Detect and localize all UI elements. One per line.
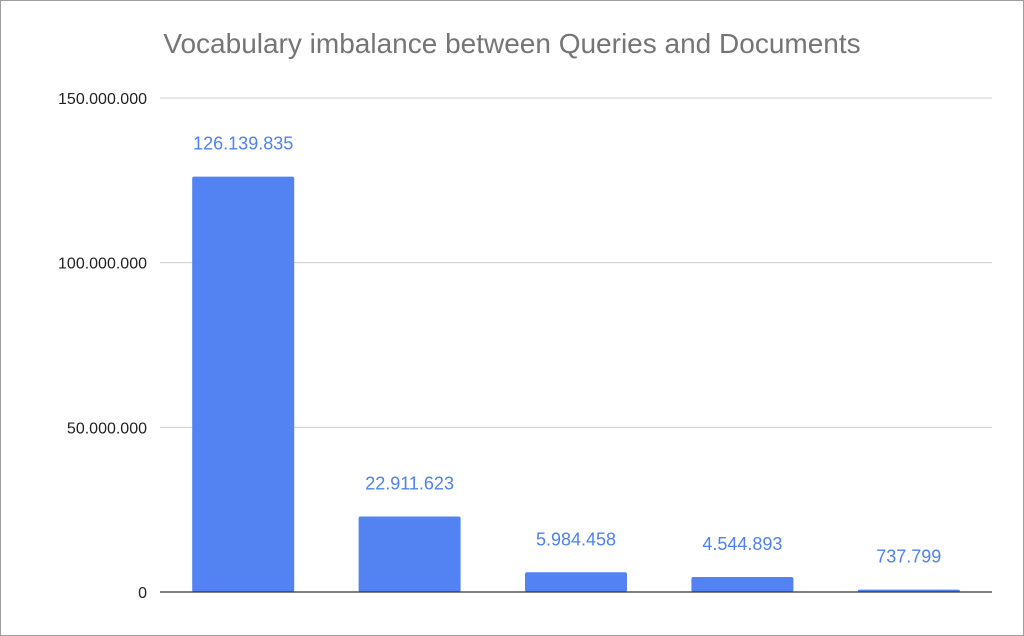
y-axis-ticks: 0 50.000.000 100.000.000 150.000.000 xyxy=(58,91,147,602)
bar xyxy=(857,589,960,592)
bar xyxy=(358,516,461,592)
data-label: 4.544.893 xyxy=(702,534,782,554)
y-tick-label: 0 xyxy=(138,585,147,602)
bar xyxy=(192,176,295,593)
data-label: 5.984.458 xyxy=(536,529,616,549)
gridlines xyxy=(160,97,992,428)
bar xyxy=(691,577,794,592)
y-tick-label: 150.000.000 xyxy=(58,91,147,108)
y-tick-label: 50.000.000 xyxy=(67,420,147,437)
bars xyxy=(192,176,960,593)
chart-title: Vocabulary imbalance between Queries and… xyxy=(163,28,861,59)
data-label: 737.799 xyxy=(876,547,941,567)
data-label: 126.139.835 xyxy=(193,134,293,154)
data-label: 22.911.623 xyxy=(365,474,454,494)
y-tick-label: 100.000.000 xyxy=(58,256,147,273)
data-labels: 126.139.835 22.911.623 5.984.458 4.544.893 7… xyxy=(193,134,941,567)
bar xyxy=(525,572,627,592)
